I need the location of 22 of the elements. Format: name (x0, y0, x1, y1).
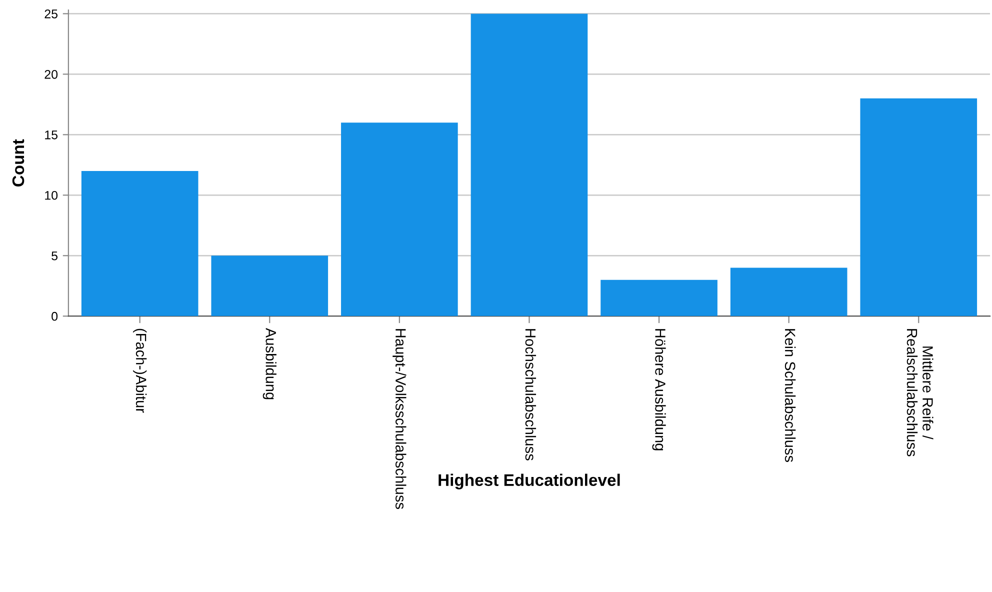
y-tick-label: 0 (52, 312, 58, 321)
y-tick-label: 10 (45, 190, 58, 200)
x-tick-label: Ausbildung (262, 328, 276, 400)
x-tick-label: Höhere Ausbildung (652, 329, 666, 450)
x-tick-label: Mittlere Reife / Realschulabschluss (906, 329, 934, 456)
y-axis-title: Count (12, 139, 24, 186)
x-tick-label: Kein Schulabschluss (784, 329, 796, 462)
y-tick-label: 15 (45, 130, 58, 140)
bar (470, 14, 588, 316)
bar (860, 98, 978, 316)
bar (730, 268, 848, 316)
x-tick-label: Haupt-/Volksschulabschluss (392, 329, 406, 509)
bar (600, 280, 718, 316)
x-tick-label: Hochschulabschluss (525, 329, 536, 460)
x-axis-title: Highest Educationlevel (438, 474, 620, 490)
bar (81, 170, 198, 316)
x-tick-label: (Fach-)Abitur (133, 328, 147, 413)
y-tick-label: 25 (44, 9, 58, 18)
y-tick-label: 5 (52, 252, 58, 260)
bar (211, 256, 328, 316)
y-tick-label: 20 (44, 70, 58, 79)
bar (341, 122, 458, 316)
